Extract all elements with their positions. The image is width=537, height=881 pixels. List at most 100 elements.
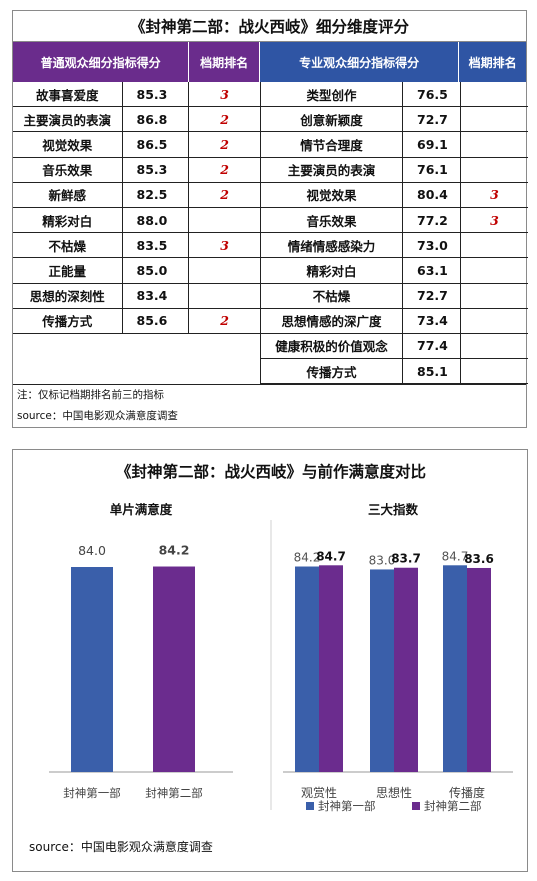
- table-title: 《封神第二部：战火西岐》细分维度评分: [13, 11, 526, 42]
- professional-name-cell: 传播方式: [261, 359, 403, 384]
- general-name-cell: 不枯燥: [13, 233, 123, 258]
- general-rank-cell: 3: [220, 86, 229, 102]
- professional-rank-cell: [461, 284, 528, 308]
- chart2-data-label: 83.6: [464, 552, 494, 566]
- chart2-data-label: 84.7: [316, 549, 346, 563]
- professional-score-cell: 73.4: [403, 308, 461, 333]
- professional-rank-cell: 3: [490, 187, 499, 203]
- general-row: 精彩对白 88.0: [13, 207, 260, 234]
- general-row: 正能量 85.0: [13, 258, 260, 284]
- chart2-bar: [394, 567, 418, 772]
- professional-rank-cell: [461, 309, 528, 333]
- professional-name-cell: 思想情感的深广度: [261, 308, 403, 333]
- professional-rank-cell: [461, 334, 528, 358]
- chart2-data-label: 84.7: [442, 549, 469, 563]
- professional-row: 音乐效果 77.2 3: [261, 207, 528, 234]
- professional-score-cell: 76.1: [403, 157, 461, 182]
- general-rank-cell: [189, 284, 260, 308]
- table-header-row: 普通观众细分指标得分 档期排名 专业观众细分指标得分 档期排名: [13, 42, 526, 82]
- general-score-cell: 85.3: [123, 82, 190, 107]
- professional-name-cell: 类型创作: [261, 82, 403, 107]
- legend-swatch-series1: [306, 802, 314, 810]
- general-rank-cell: [189, 208, 260, 232]
- professional-score-cell: 72.7: [403, 283, 461, 308]
- general-name-cell: 精彩对白: [13, 207, 123, 233]
- table-note: 注：仅标记档期排名前三的指标: [17, 389, 164, 401]
- professional-audience-column: 类型创作 76.5 创意新颖度 72.7 情节合理度 69.1 主要演员的表演 76.1 视觉效…: [261, 82, 528, 385]
- chart2-x-tick-label: 思想性: [376, 785, 412, 800]
- general-rank-cell: 2: [220, 187, 229, 203]
- chart1-x-tick-label: 封神第二部: [145, 786, 203, 800]
- comparison-chart: 单片满意度84.0封神第一部84.2封神第二部三大指数84.284.7观赏性83…: [49, 502, 513, 813]
- professional-score-cell: 77.2: [403, 207, 461, 233]
- chart1-data-label: 84.0: [78, 543, 106, 558]
- professional-row: 情绪情感感染力 73.0: [261, 233, 528, 259]
- professional-rank-cell: [461, 132, 528, 156]
- header-general-rank: 档期排名: [189, 42, 261, 82]
- general-score-cell: 85.6: [123, 308, 190, 333]
- professional-rank-cell: [461, 233, 528, 257]
- general-row: 新鲜感 82.5 2: [13, 182, 260, 208]
- general-row: 传播方式 85.6 2: [13, 308, 260, 334]
- professional-row: 健康积极的价值观念 77.4: [261, 333, 528, 360]
- general-score-cell: 83.4: [123, 283, 190, 308]
- general-score-cell: 83.5: [123, 233, 190, 258]
- general-row: 音乐效果 85.3 2: [13, 157, 260, 183]
- chart2-bar: [443, 565, 467, 772]
- general-name-cell: 正能量: [13, 258, 123, 283]
- chart-title: 《封神第二部：战火西岐》与前作满意度对比: [115, 463, 426, 481]
- general-name-cell: 音乐效果: [13, 157, 123, 182]
- general-row: 思想的深刻性 83.4: [13, 283, 260, 309]
- general-name-cell: 思想的深刻性: [13, 283, 123, 308]
- chart2-bar: [467, 567, 491, 772]
- professional-rank-cell: 3: [490, 212, 499, 228]
- professional-row: 视觉效果 80.4 3: [261, 182, 528, 208]
- general-rank-cell: 2: [220, 111, 229, 127]
- professional-score-cell: 69.1: [403, 132, 461, 157]
- comparison-chart-panel: 单片满意度 84.0 封神第一部 84.2 封神第二部 三大指数 84.2 84.7 观赏性 83…: [12, 449, 528, 872]
- general-name-cell: 主要演员的表演: [13, 107, 123, 132]
- chart2-data-label: 84.2: [294, 551, 321, 565]
- general-score-cell: 82.5: [123, 182, 190, 207]
- chart2-bar: [319, 565, 343, 772]
- header-professional-score: 专业观众细分指标得分: [260, 42, 460, 82]
- professional-rank-cell: [461, 258, 528, 282]
- professional-row: 情节合理度 69.1: [261, 132, 528, 158]
- professional-name-cell: 视觉效果: [261, 182, 403, 207]
- general-rank-cell: [189, 258, 260, 282]
- score-table-panel: 《封神第二部：战火西岐》细分维度评分 普通观众细分指标得分 档期排名 专业观众细…: [12, 10, 528, 428]
- header-professional-rank: 档期排名: [459, 42, 526, 82]
- professional-name-cell: 主要演员的表演: [261, 157, 403, 182]
- professional-name-cell: 不枯燥: [261, 283, 403, 308]
- general-row: 不枯燥 83.5 3: [13, 233, 260, 259]
- professional-row: 类型创作 76.5: [261, 82, 528, 108]
- professional-name-cell: 情绪情感感染力: [261, 233, 403, 258]
- header-general-score: 普通观众细分指标得分: [13, 42, 190, 82]
- chart1-bar: [153, 566, 195, 772]
- professional-score-cell: 77.4: [403, 333, 461, 359]
- chart2-data-label: 83.7: [391, 552, 421, 566]
- professional-score-cell: 76.5: [403, 82, 461, 107]
- chart1-bar: [71, 567, 113, 772]
- general-score-cell: 86.8: [123, 107, 190, 132]
- legend-swatch-series2: [412, 802, 420, 810]
- professional-name-cell: 情节合理度: [261, 132, 403, 157]
- professional-name-cell: 健康积极的价值观念: [261, 333, 403, 359]
- general-name-cell: 新鲜感: [13, 182, 123, 207]
- chart1-x-tick-label: 封神第一部: [63, 786, 121, 800]
- general-row: 故事喜爱度 85.3 3: [13, 82, 260, 108]
- professional-row: 思想情感的深广度 73.4: [261, 308, 528, 334]
- professional-name-cell: 创意新颖度: [261, 107, 403, 132]
- chart2-x-tick-label: 观赏性: [301, 786, 337, 800]
- chart1-title: 单片满意度: [110, 502, 173, 517]
- chart-source: source：中国电影观众满意度调查: [29, 840, 213, 854]
- chart2-title: 三大指数: [368, 502, 419, 517]
- chart2-x-tick-label: 传播度: [449, 785, 485, 800]
- legend-label-series1: 封神第一部: [318, 799, 376, 813]
- chart2-bar: [295, 566, 319, 772]
- professional-name-cell: 精彩对白: [261, 258, 403, 283]
- chart2-data-label: 83.0: [369, 553, 396, 567]
- table-source: source：中国电影观众满意度调查: [17, 410, 178, 422]
- chart1-data-label: 84.2: [159, 543, 190, 558]
- general-audience-column: 故事喜爱度 85.3 3 主要演员的表演 86.8 2 视觉效果 86.5 2 音乐效果 85.3 2…: [13, 82, 261, 384]
